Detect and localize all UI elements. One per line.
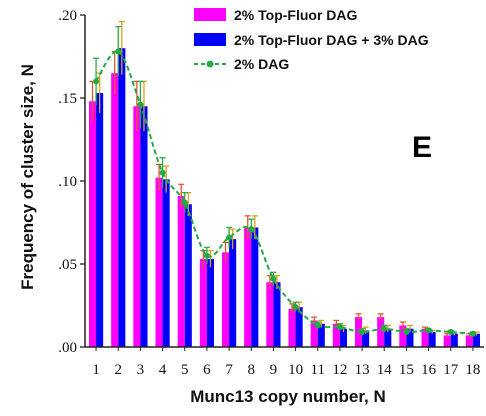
bar-series-2-n6 bbox=[206, 259, 215, 347]
x-tick-label: 2 bbox=[115, 362, 123, 378]
bar-series-1-n7 bbox=[221, 252, 230, 347]
x-tick-label: 5 bbox=[181, 362, 189, 378]
bar-series-1-n15 bbox=[399, 325, 407, 347]
bar-series-1-n12 bbox=[332, 323, 340, 347]
x-tick-label: 17 bbox=[443, 362, 459, 378]
bar-series-2-n13 bbox=[362, 330, 370, 347]
legend-swatch-top-fluor-dag-plus-dag bbox=[194, 33, 226, 46]
bar-series-2-n15 bbox=[406, 328, 414, 347]
bars-layer bbox=[88, 48, 481, 348]
panel-label: E bbox=[412, 131, 432, 164]
x-tick-label: 9 bbox=[270, 362, 278, 378]
bar-series-1-n17 bbox=[443, 335, 451, 347]
bar-series-1-n6 bbox=[199, 259, 207, 347]
x-tick-label: 15 bbox=[399, 362, 414, 378]
point-dag-n6 bbox=[203, 252, 210, 259]
line-dag bbox=[95, 50, 473, 335]
bar-series-2-n8 bbox=[251, 227, 259, 347]
bar-series-1-n5 bbox=[177, 195, 185, 347]
bar-series-1-n2 bbox=[111, 73, 119, 347]
bar-series-1-n9 bbox=[266, 282, 274, 347]
point-dag-n4 bbox=[159, 169, 166, 176]
y-tick-label: .10 bbox=[58, 174, 77, 190]
point-dag-n10 bbox=[292, 304, 299, 311]
x-tick-label: 7 bbox=[225, 362, 233, 378]
bar-series-2-n18 bbox=[472, 333, 481, 347]
x-axis-label: Munc13 copy number, N bbox=[190, 387, 386, 406]
point-dag-n3 bbox=[137, 101, 144, 108]
bar-series-2-n11 bbox=[317, 323, 325, 347]
point-dag-n18 bbox=[469, 330, 476, 337]
legend-label-top-fluor-dag: 2% Top-Fluor DAG bbox=[234, 7, 358, 23]
legend-label-top-fluor-dag-plus-dag: 2% Top-Fluor DAG + 3% DAG bbox=[234, 32, 429, 48]
bar-series-1-n4 bbox=[155, 177, 163, 347]
point-dag-n1 bbox=[93, 78, 100, 85]
bar-series-1-n16 bbox=[421, 328, 429, 347]
x-tick-label: 8 bbox=[248, 362, 256, 378]
x-tick-label: 12 bbox=[332, 362, 347, 378]
line-layer bbox=[93, 48, 476, 337]
legend: 2% Top-Fluor DAG 2% Top-Fluor DAG + 3% D… bbox=[194, 7, 429, 72]
bar-series-1-n10 bbox=[288, 308, 296, 347]
point-dag-n14 bbox=[381, 325, 388, 332]
legend-label-dag: 2% DAG bbox=[234, 56, 289, 72]
bar-series-2-n7 bbox=[229, 239, 237, 347]
y-tick-label: .00 bbox=[58, 340, 77, 356]
point-dag-n12 bbox=[336, 324, 343, 331]
error-bars-layer bbox=[89, 20, 480, 338]
x-tick-label: 11 bbox=[311, 362, 325, 378]
bar-series-2-n14 bbox=[384, 328, 392, 347]
x-tick-label: 3 bbox=[137, 362, 145, 378]
y-tick-label: .15 bbox=[58, 91, 77, 107]
bar-series-2-n17 bbox=[450, 333, 458, 347]
x-tick-label: 6 bbox=[203, 362, 211, 378]
bar-series-2-n4 bbox=[162, 179, 170, 347]
point-dag-n13 bbox=[359, 329, 366, 336]
point-dag-n11 bbox=[314, 322, 321, 329]
bar-series-2-n12 bbox=[339, 328, 348, 347]
point-dag-n8 bbox=[248, 226, 255, 233]
x-tick-label: 14 bbox=[377, 362, 393, 378]
x-tick-label: 16 bbox=[421, 362, 437, 378]
bar-series-1-n3 bbox=[133, 106, 141, 347]
bar-series-1-n18 bbox=[465, 335, 473, 347]
bar-series-2-n5 bbox=[184, 204, 192, 347]
bar-series-2-n10 bbox=[295, 307, 303, 347]
x-tick-label: 4 bbox=[159, 362, 167, 378]
bar-series-1-n11 bbox=[310, 320, 318, 347]
legend-swatch-top-fluor-dag bbox=[194, 8, 226, 21]
point-dag-n5 bbox=[181, 199, 188, 206]
y-axis-label: Frequency of cluster size, N bbox=[18, 64, 37, 290]
x-tick-label: 18 bbox=[465, 362, 480, 378]
bar-series-2-n2 bbox=[118, 48, 126, 347]
point-dag-n16 bbox=[425, 327, 432, 334]
point-dag-n9 bbox=[270, 275, 277, 282]
point-dag-n7 bbox=[226, 234, 233, 241]
bar-series-2-n9 bbox=[273, 282, 281, 347]
point-dag-n17 bbox=[447, 329, 454, 336]
bar-series-1-n14 bbox=[377, 317, 385, 347]
x-tick-label: 10 bbox=[288, 362, 303, 378]
ticks-layer: .00.05.10.15.201 2 3 4 5 6 7 8 9 10 11 12 13 14 15 16 17… bbox=[58, 8, 480, 378]
y-tick-label: .05 bbox=[58, 257, 77, 273]
point-dag-n2 bbox=[115, 48, 122, 55]
bar-series-1-n1 bbox=[88, 101, 97, 347]
bar-series-2-n3 bbox=[140, 106, 148, 347]
bar-series-2-n1 bbox=[96, 93, 104, 348]
x-tick-label: 1 bbox=[92, 362, 100, 378]
bar-series-1-n8 bbox=[244, 227, 252, 347]
x-tick-label: 13 bbox=[355, 362, 370, 378]
y-tick-label: .20 bbox=[58, 8, 77, 24]
bar-series-2-n16 bbox=[428, 332, 436, 347]
legend-marker-dag bbox=[206, 60, 214, 68]
point-dag-n15 bbox=[403, 329, 410, 336]
